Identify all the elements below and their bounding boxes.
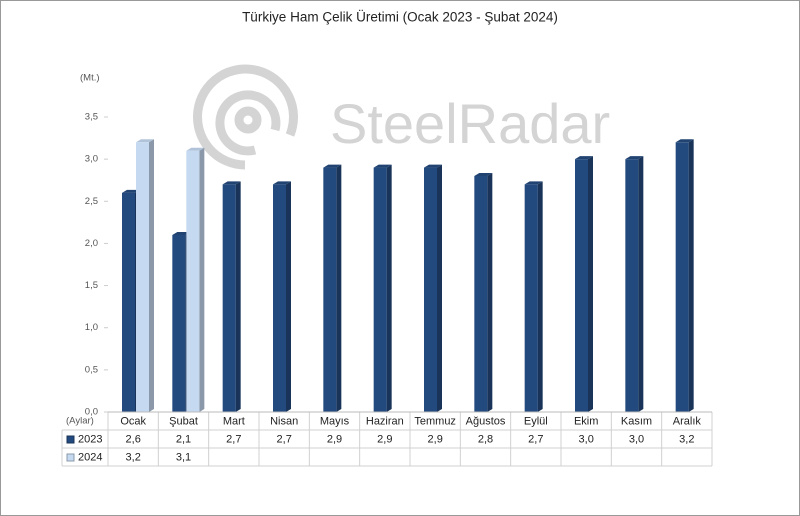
x-tick-label: Eylül <box>524 415 548 427</box>
bar-top <box>136 139 154 143</box>
bar <box>136 142 149 413</box>
x-tick-label: Şubat <box>169 415 198 427</box>
y-tick-label: 3,5 <box>85 112 98 123</box>
bar-side <box>149 139 154 413</box>
legend-label: 2024 <box>78 451 102 463</box>
bar <box>524 184 538 412</box>
x-tick-label: Temmuz <box>414 415 456 427</box>
bar-top <box>675 139 694 143</box>
x-tick-label: Ağustos <box>466 415 506 427</box>
bar-side <box>235 181 241 412</box>
bar <box>625 159 639 412</box>
legend-label: 2023 <box>78 433 102 445</box>
table-value: 2,9 <box>327 433 342 445</box>
table-value: 2,6 <box>126 433 141 445</box>
bar-side <box>199 147 205 412</box>
y-tick-label: 1,0 <box>85 322 98 333</box>
table-value: 2,7 <box>528 433 543 445</box>
x-tick-label: Aralık <box>673 415 702 427</box>
bar-top <box>172 232 191 235</box>
bar-top <box>424 164 442 168</box>
table-header: (Aylar) <box>66 416 94 427</box>
watermark: SteelRadar <box>330 92 610 155</box>
chart-title: Türkiye Ham Çelik Üretimi (Ocak 2023 - Ş… <box>242 10 558 25</box>
x-tick-label: Ocak <box>120 415 146 427</box>
y-axis-label: (Mt.) <box>80 73 100 84</box>
bar-top <box>122 189 140 193</box>
legend-swatch <box>66 453 75 462</box>
bar-side <box>437 164 442 412</box>
y-tick-label: 2,5 <box>85 196 98 207</box>
bar-side <box>638 156 644 412</box>
table-value: 3,2 <box>679 433 694 445</box>
x-tick-label: Ekim <box>574 415 598 427</box>
y-tick-label: 0,0 <box>85 407 98 418</box>
bar-top <box>474 173 493 176</box>
table-value: 3,0 <box>629 433 644 445</box>
bar-top <box>373 164 392 168</box>
x-tick-label: Nisan <box>270 415 298 427</box>
bar-top <box>222 181 241 185</box>
table-value: 2,9 <box>377 433 392 445</box>
bar-top <box>186 147 205 151</box>
bar-top <box>625 156 644 160</box>
bar-side <box>688 139 694 413</box>
table-value: 2,9 <box>428 433 443 445</box>
bar-side <box>487 173 493 412</box>
bar-side <box>286 181 291 412</box>
bar <box>575 159 588 412</box>
legend-swatch <box>66 435 75 444</box>
table-value: 3,2 <box>126 451 141 463</box>
bar <box>122 192 135 412</box>
table-value: 3,0 <box>579 433 594 445</box>
bar <box>172 235 186 412</box>
bar <box>474 176 488 412</box>
y-tick-label: 0,5 <box>85 364 98 375</box>
x-tick-label: Haziran <box>366 415 404 427</box>
bar <box>424 167 437 412</box>
table-value: 2,8 <box>478 433 493 445</box>
x-tick-label: Mayıs <box>320 415 350 427</box>
bar-side <box>386 164 392 412</box>
bar <box>186 150 200 412</box>
table-value: 2,7 <box>226 433 241 445</box>
y-tick-label: 3,0 <box>85 154 98 165</box>
y-tick-label: 2,0 <box>85 238 98 249</box>
bar-side <box>336 164 342 412</box>
table-value: 2,7 <box>277 433 292 445</box>
bar <box>222 184 236 412</box>
bar-top <box>575 156 593 160</box>
bar <box>675 142 689 413</box>
bar-side <box>537 181 543 412</box>
bar-top <box>323 164 342 168</box>
bar <box>323 167 337 412</box>
x-tick-label: Kasım <box>621 415 652 427</box>
bar-top <box>273 181 291 185</box>
bar <box>273 184 286 412</box>
bar-top <box>524 181 543 185</box>
y-tick-label: 1,5 <box>85 280 98 291</box>
table-value: 3,1 <box>176 451 191 463</box>
bar <box>373 167 387 412</box>
table-value: 2,1 <box>176 433 191 445</box>
bar-side <box>588 156 593 412</box>
watermark-logo <box>193 64 298 170</box>
x-tick-label: Mart <box>223 415 245 427</box>
